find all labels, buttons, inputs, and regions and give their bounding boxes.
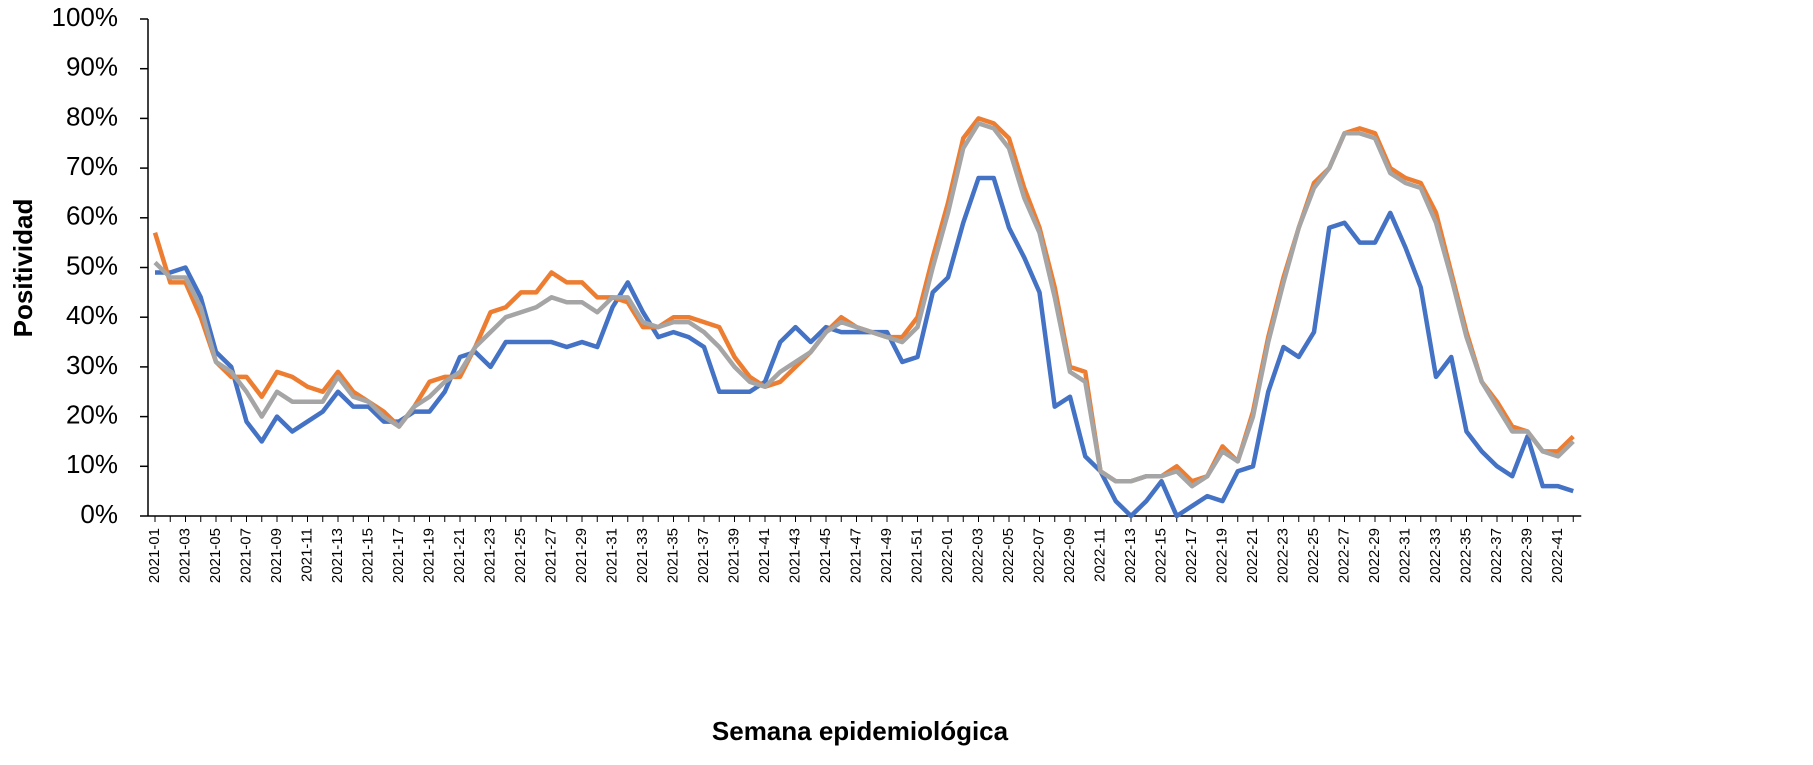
x-tick-label: 2022-41 bbox=[1549, 528, 1566, 583]
x-tick-label: 2022-11 bbox=[1091, 528, 1108, 582]
x-tick-label: 2021-11 bbox=[298, 528, 315, 582]
y-tick-label: 30% bbox=[66, 350, 118, 380]
x-tick-label: 2022-29 bbox=[1366, 528, 1383, 583]
y-tick-label: 0% bbox=[80, 499, 118, 529]
x-tick-label: 2021-09 bbox=[268, 528, 285, 583]
x-tick-label: 2022-31 bbox=[1396, 528, 1413, 583]
x-tick-label: 2021-31 bbox=[603, 528, 620, 583]
y-tick-label: 50% bbox=[66, 250, 118, 280]
x-tick-label: 2021-15 bbox=[359, 528, 376, 583]
x-tick-label: 2022-21 bbox=[1244, 528, 1261, 583]
x-tick-label: 2021-49 bbox=[878, 528, 895, 583]
x-axis-title: Semana epidemiológica bbox=[712, 716, 1009, 746]
y-tick-label: 60% bbox=[66, 201, 118, 231]
x-tick-label: 2022-37 bbox=[1488, 528, 1505, 583]
x-tick-label: 2022-15 bbox=[1152, 528, 1169, 583]
y-tick-label: 20% bbox=[66, 399, 118, 429]
x-tick-label: 2022-03 bbox=[969, 528, 986, 583]
y-tick-label: 100% bbox=[52, 2, 119, 32]
x-tick-label: 2021-01 bbox=[146, 528, 163, 583]
x-tick-label: 2021-45 bbox=[817, 528, 834, 583]
y-axis-title: Positividad bbox=[8, 199, 38, 338]
x-tick-label: 2021-13 bbox=[329, 528, 346, 583]
y-tick-label: 10% bbox=[66, 449, 118, 479]
x-tick-label: 2022-27 bbox=[1335, 528, 1352, 583]
x-tick-label: 2021-51 bbox=[908, 528, 925, 583]
series-line bbox=[152, 116, 1575, 484]
x-tick-label: 2022-01 bbox=[939, 528, 956, 583]
series-line bbox=[153, 121, 1575, 489]
y-tick-label: 80% bbox=[66, 101, 118, 131]
x-tick-label: 2021-39 bbox=[725, 528, 742, 583]
x-tick-label: 2022-17 bbox=[1183, 528, 1200, 583]
x-tick-label: 2021-23 bbox=[481, 528, 498, 583]
x-tick-label: 2022-05 bbox=[1000, 528, 1017, 583]
y-tick-label: 40% bbox=[66, 300, 118, 330]
x-tick-label: 2022-25 bbox=[1305, 528, 1322, 583]
x-tick-label: 2022-39 bbox=[1518, 528, 1535, 583]
x-tick-label: 2022-35 bbox=[1457, 528, 1474, 583]
y-tick-label: 90% bbox=[66, 52, 118, 82]
x-tick-label: 2021-05 bbox=[207, 528, 224, 583]
x-tick-label: 2021-27 bbox=[542, 528, 559, 583]
y-tick-label: 70% bbox=[66, 151, 118, 181]
x-tick-label: 2021-03 bbox=[176, 528, 193, 583]
x-tick-label: 2021-19 bbox=[420, 528, 437, 583]
x-tick-label: 2021-41 bbox=[756, 528, 773, 583]
x-tick-label: 2022-19 bbox=[1213, 528, 1230, 583]
x-tick-label: 2021-07 bbox=[237, 528, 254, 583]
x-tick-label: 2022-33 bbox=[1427, 528, 1444, 583]
x-tick-label: 2021-37 bbox=[695, 528, 712, 583]
x-tick-label: 2021-17 bbox=[390, 528, 407, 583]
x-tick-label: 2022-13 bbox=[1122, 528, 1139, 583]
x-tick-label: 2021-43 bbox=[786, 528, 803, 583]
x-tick-label: 2022-07 bbox=[1030, 528, 1047, 583]
x-tick-label: 2021-25 bbox=[512, 528, 529, 583]
series-line bbox=[155, 175, 1574, 519]
x-tick-label: 2022-23 bbox=[1274, 528, 1291, 583]
x-tick-label: 2021-21 bbox=[451, 528, 468, 583]
x-tick-label: 2021-33 bbox=[634, 528, 651, 583]
x-tick-label: 2022-09 bbox=[1061, 528, 1078, 583]
x-tick-label: 2021-47 bbox=[847, 528, 864, 583]
x-tick-label: 2021-29 bbox=[573, 528, 590, 583]
x-tick-label: 2021-35 bbox=[664, 528, 681, 583]
